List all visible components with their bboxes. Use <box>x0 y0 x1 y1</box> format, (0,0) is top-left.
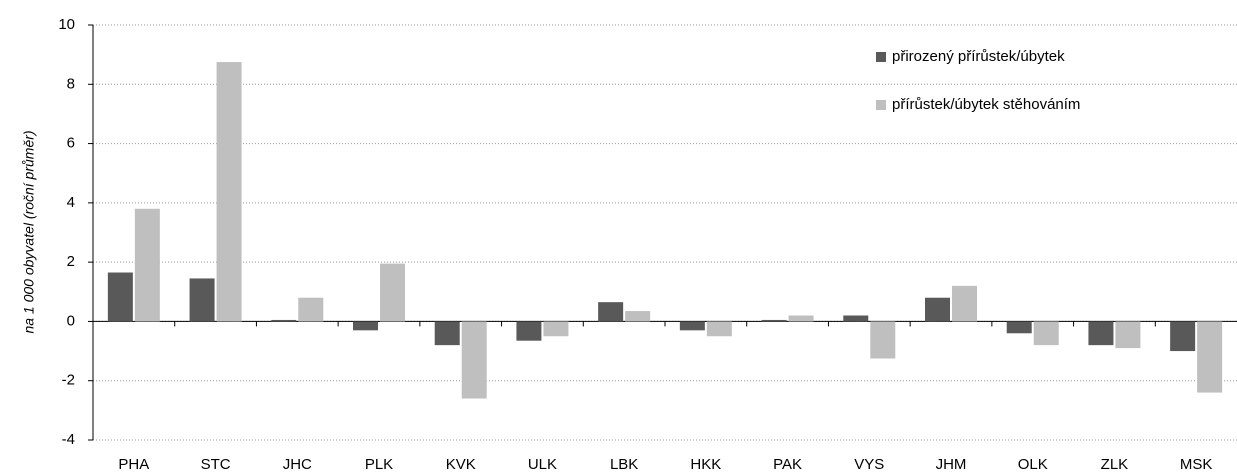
y-tick-label: 6 <box>67 135 75 152</box>
legend-swatch <box>876 100 886 110</box>
bar <box>189 278 215 322</box>
y-tick-label: -4 <box>62 431 75 448</box>
bar <box>216 62 242 322</box>
y-tick-label: 2 <box>67 253 75 270</box>
bar <box>107 272 133 322</box>
y-tick-label: 10 <box>58 16 75 33</box>
bar <box>925 297 950 322</box>
bar <box>1088 321 1114 346</box>
bar <box>870 321 896 359</box>
bar <box>706 321 732 337</box>
bar <box>543 321 569 337</box>
bar <box>134 208 160 322</box>
bar <box>516 321 542 341</box>
legend-label: přirozený přírůstek/úbytek <box>892 48 1065 65</box>
bar <box>843 315 869 322</box>
x-tick-label: OLK <box>1018 456 1048 473</box>
x-tick-label: PHA <box>118 456 149 473</box>
bar <box>952 285 977 322</box>
legend-swatch <box>876 52 886 62</box>
y-tick-label: 8 <box>67 75 75 92</box>
x-tick-label: ULK <box>528 456 557 473</box>
bar <box>271 319 297 322</box>
bar <box>461 321 487 399</box>
x-tick-label: STC <box>201 456 231 473</box>
x-tick-label: VYS <box>854 456 884 473</box>
bar <box>298 297 324 322</box>
bar <box>788 315 814 322</box>
bar <box>434 321 460 346</box>
bar <box>380 263 405 322</box>
bar <box>761 319 787 322</box>
bar <box>679 321 705 331</box>
bar <box>625 311 651 322</box>
x-tick-label: JHC <box>283 456 312 473</box>
y-tick-label: -2 <box>62 372 75 389</box>
x-tick-label: PAK <box>773 456 802 473</box>
legend-label: přírůstek/úbytek stěhováním <box>892 96 1080 113</box>
x-tick-label: MSK <box>1180 456 1213 473</box>
bar <box>1115 321 1141 349</box>
bar <box>1170 321 1196 352</box>
x-tick-label: ZLK <box>1101 456 1129 473</box>
y-axis-label: na 1 000 obyvatel (roční průměr) <box>21 130 37 333</box>
bar <box>1197 321 1223 393</box>
x-tick-label: LBK <box>610 456 638 473</box>
y-tick-label: 0 <box>67 312 75 329</box>
x-tick-label: PLK <box>365 456 393 473</box>
x-tick-label: JHM <box>936 456 967 473</box>
x-tick-label: HKK <box>690 456 721 473</box>
y-tick-label: 4 <box>67 194 75 211</box>
bar <box>1033 321 1059 346</box>
bar <box>353 321 378 331</box>
bar <box>598 302 624 322</box>
bar <box>1006 321 1032 334</box>
x-tick-label: KVK <box>446 456 476 473</box>
